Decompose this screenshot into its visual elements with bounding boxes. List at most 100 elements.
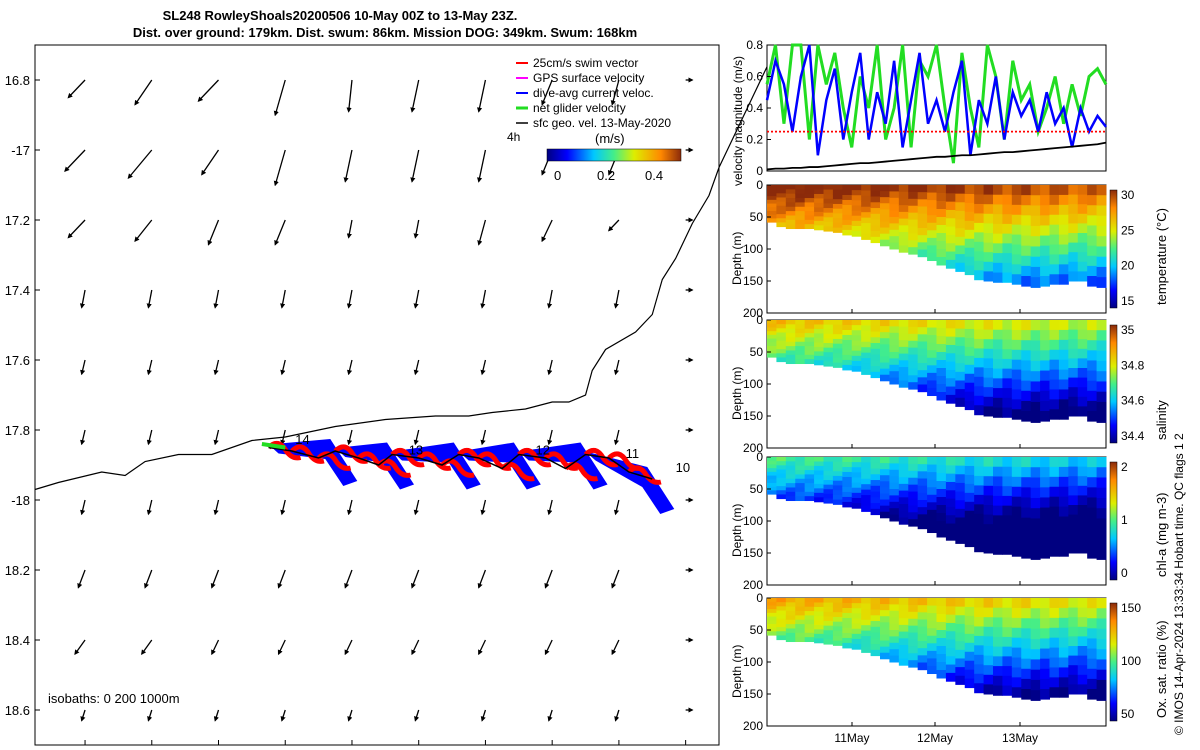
- section-cell: [785, 628, 796, 634]
- section-cell: [776, 490, 787, 495]
- section-cell: [832, 461, 843, 467]
- section-cell: [832, 194, 843, 200]
- section-cell: [898, 320, 909, 328]
- section-cell: [1040, 487, 1050, 498]
- section-cell: [1077, 598, 1088, 609]
- section-cell: [1077, 358, 1088, 369]
- section-cell: [814, 185, 824, 190]
- section-xtick-label: 11May: [834, 731, 869, 745]
- section-cell: [898, 205, 909, 213]
- surface-vector: [280, 289, 286, 309]
- section-cell: [823, 194, 834, 200]
- section-cell: [851, 482, 862, 489]
- section-cell: [870, 621, 881, 628]
- section-cell: [1011, 254, 1022, 265]
- section-colorbar-label: temperature (°C): [1154, 208, 1169, 305]
- section-cell: [776, 618, 787, 624]
- section-cell: [880, 499, 890, 507]
- section-cell: [1021, 195, 1032, 206]
- section-cell: [795, 350, 806, 356]
- section-cell: [832, 640, 843, 646]
- section-cell: [927, 372, 937, 381]
- section-cell: [880, 646, 890, 654]
- swim-vector-cluster: [390, 447, 425, 468]
- section-cell: [993, 223, 1003, 235]
- section-cell: [1021, 205, 1032, 216]
- section-cell: [832, 203, 843, 210]
- section-cell: [898, 211, 909, 220]
- section-cell: [880, 239, 890, 247]
- section-cell: [993, 329, 1003, 340]
- section-cell: [1011, 234, 1022, 246]
- section-cell: [908, 320, 919, 328]
- section-cell: [842, 214, 853, 221]
- section-cell: [1096, 330, 1107, 341]
- section-colorbar-label: chl-a (mg m-3): [1154, 492, 1169, 577]
- section-cell: [1040, 185, 1050, 196]
- section-cell: [814, 320, 824, 325]
- section-cell: [870, 609, 881, 616]
- section-cell: [880, 368, 890, 376]
- section-cell: [945, 631, 956, 641]
- section-cell: [814, 483, 824, 489]
- section-cell: [917, 619, 928, 628]
- section-cell: [898, 658, 909, 666]
- section-cell: [842, 637, 853, 644]
- section-cell: [936, 368, 947, 377]
- section-cell: [1058, 486, 1069, 498]
- section-cell: [785, 483, 796, 488]
- section-cell: [861, 619, 872, 626]
- section-cell: [870, 325, 881, 333]
- section-cell: [880, 598, 890, 605]
- surface-vector: [80, 709, 86, 722]
- section-cell: [889, 332, 900, 340]
- section-cell: [832, 353, 843, 359]
- section-cell: [842, 339, 853, 346]
- section-cell: [776, 340, 787, 346]
- section-cell: [917, 341, 928, 350]
- section-cell: [880, 344, 890, 351]
- section-cell: [1011, 476, 1022, 488]
- section-cell: [823, 189, 834, 195]
- section-cell: [964, 669, 975, 680]
- section-cell: [870, 649, 881, 657]
- section-cell: [814, 602, 824, 608]
- section-cell: [1049, 466, 1060, 478]
- section-cell: [983, 655, 994, 666]
- section-cell: [1049, 617, 1060, 629]
- section-cell: [1058, 526, 1069, 537]
- section-cell: [851, 350, 862, 357]
- section-cell: [823, 320, 834, 326]
- section-cell: [964, 320, 975, 330]
- section-cell: [936, 505, 947, 514]
- section-cell: [983, 368, 994, 379]
- section-cell: [1040, 225, 1050, 237]
- velocity-series-line: [765, 43, 1108, 164]
- section-cell: [823, 475, 834, 481]
- section-cell: [1002, 457, 1013, 468]
- section-cell: [1049, 274, 1060, 285]
- section-cell: [993, 505, 1003, 516]
- section-cell: [795, 211, 806, 216]
- section-cell: [767, 616, 777, 621]
- section-cell: [1068, 271, 1079, 282]
- section-cell: [851, 477, 862, 484]
- section-cell: [1049, 677, 1060, 688]
- section-cell: [964, 355, 975, 366]
- section-cell: [1030, 185, 1041, 196]
- section-cell: [842, 617, 853, 624]
- surface-vector: [411, 639, 420, 656]
- section-cell: [1030, 457, 1041, 468]
- section-cell: [832, 485, 843, 491]
- surface-vector: [480, 289, 487, 309]
- section-cell: [927, 237, 937, 246]
- section-cell: [1002, 675, 1013, 687]
- section-colorbar: [1109, 189, 1118, 309]
- section-cell: [785, 215, 796, 221]
- section-cell: [1040, 668, 1050, 680]
- surface-vector: [610, 79, 620, 106]
- section-cell: [767, 464, 777, 469]
- section-cell: [983, 387, 994, 398]
